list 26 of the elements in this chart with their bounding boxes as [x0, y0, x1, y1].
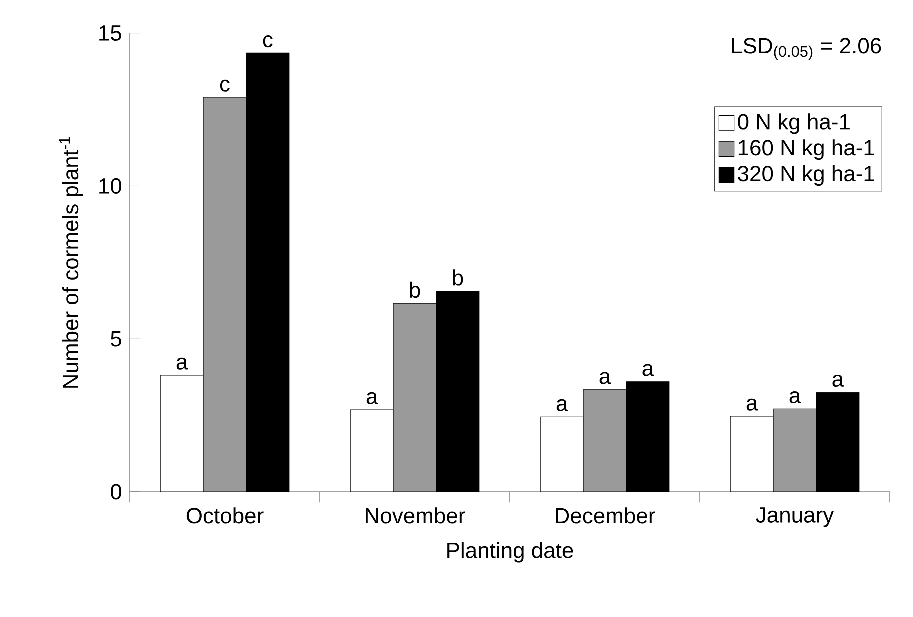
data-label: a — [366, 392, 378, 404]
data-label: c — [220, 80, 230, 92]
x-axis-title: Planting date — [448, 542, 574, 563]
legend-label: 160 N kg ha-1 — [738, 140, 874, 160]
x-tick-label: January — [756, 508, 834, 528]
y-tick-label: 10 — [100, 178, 122, 194]
data-label: c — [263, 36, 273, 48]
x-tick-label: December — [556, 508, 656, 524]
x-tick-label: October — [186, 508, 264, 524]
data-label: a — [176, 358, 188, 370]
y-axis-title: Number of cormels plant$^{-1}$ — [59, 137, 83, 388]
data-label: a — [556, 399, 568, 412]
data-label: a — [600, 372, 612, 384]
data-label: a — [642, 364, 654, 376]
data-label: b — [453, 270, 464, 286]
legend-label: 320 N kg ha-1 — [738, 165, 874, 186]
data-label: a — [746, 398, 758, 411]
x-tick-label: November — [366, 508, 466, 524]
y-tick-label: 0 — [111, 484, 122, 500]
data-label: a — [790, 391, 802, 404]
legend-label: 0 N kg ha-1 — [738, 114, 850, 134]
y-tick-label: 5 — [111, 331, 122, 347]
data-label: a — [832, 374, 844, 388]
annotation: LSD$_{(0.05)}$ = 2.06 — [732, 38, 882, 60]
data-label: b — [410, 282, 420, 298]
y-tick-label: 15 — [100, 26, 122, 41]
